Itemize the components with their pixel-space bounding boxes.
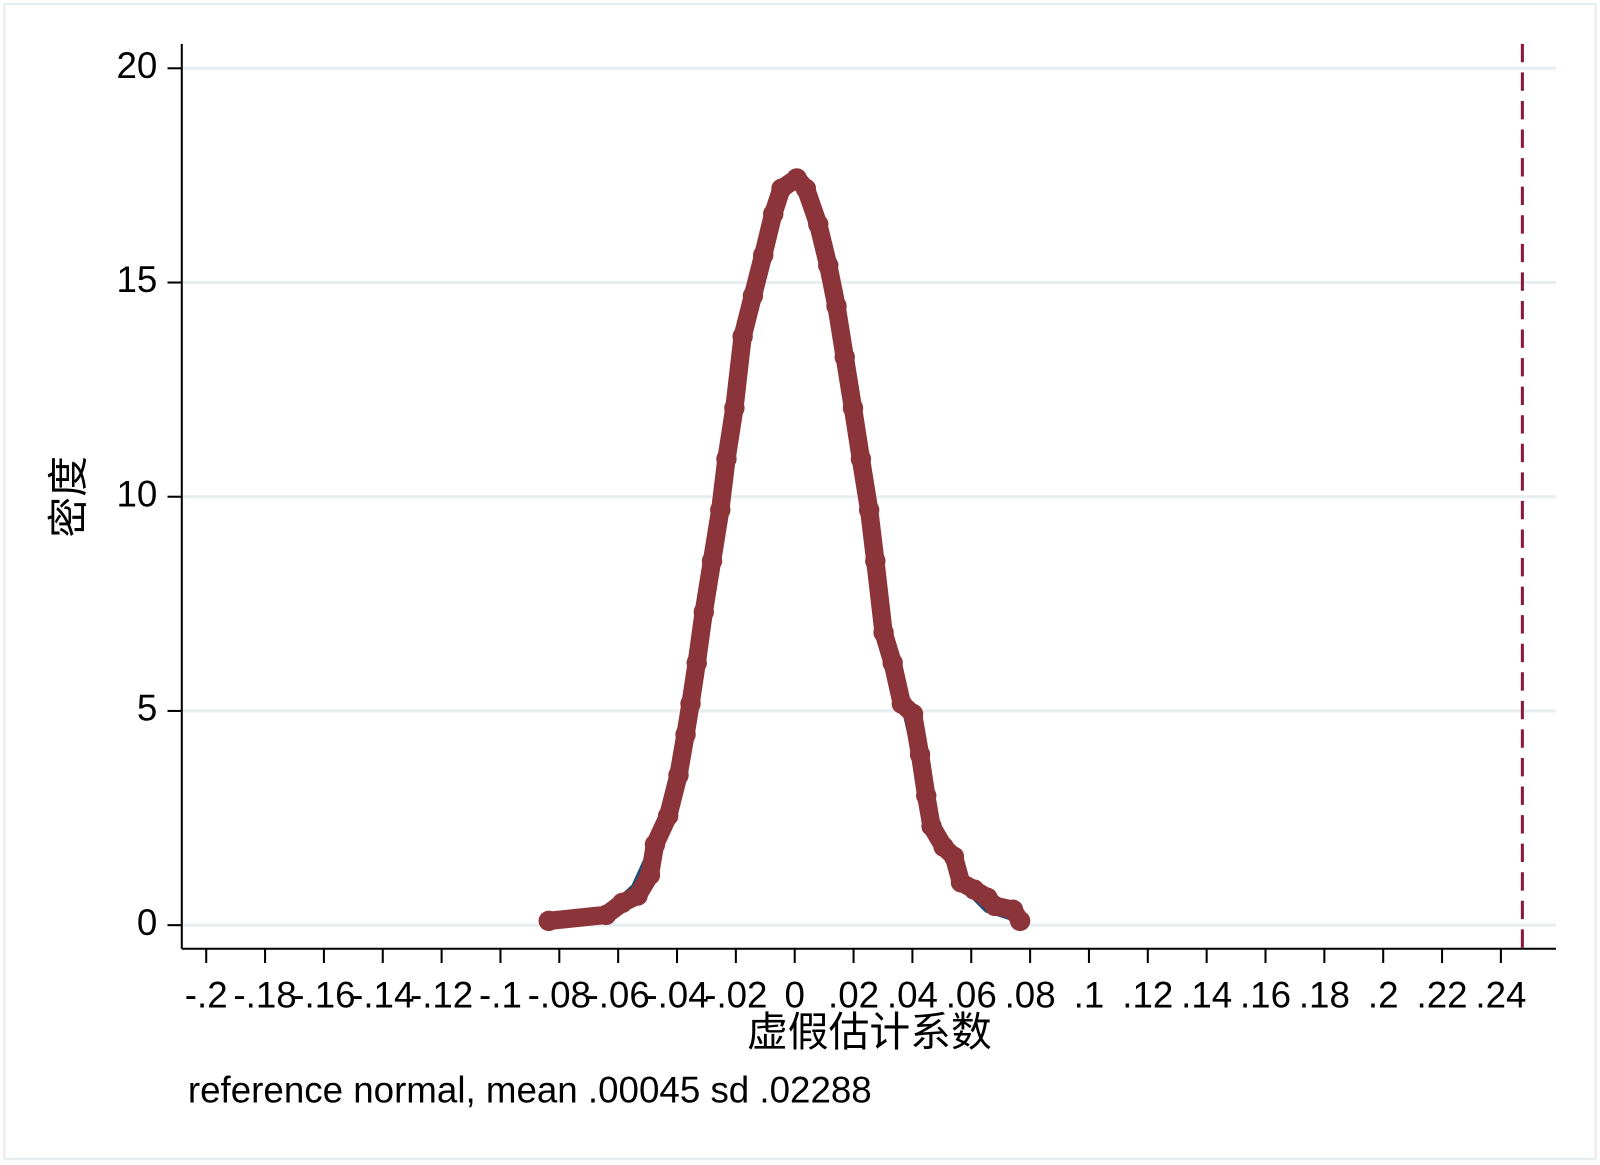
density-marker <box>921 815 942 837</box>
y-axis-title: 密度 <box>45 456 91 538</box>
density-marker <box>675 724 696 745</box>
x-tick-label: .1 <box>1074 974 1105 1015</box>
x-tick-label: -.16 <box>292 974 355 1015</box>
x-tick-label: -.02 <box>704 974 767 1015</box>
x-tick-label: -.04 <box>645 974 708 1015</box>
density-marker <box>865 550 886 572</box>
x-tick-label: -.1 <box>479 974 522 1015</box>
x-tick-label: -.2 <box>185 974 228 1015</box>
density-marker <box>742 285 764 306</box>
density-marker <box>716 448 737 470</box>
x-tick-label: -.08 <box>528 974 591 1015</box>
x-tick-label: .16 <box>1240 974 1291 1015</box>
x-tick-label: .08 <box>1005 974 1056 1015</box>
x-tick-label: .14 <box>1181 974 1232 1015</box>
density-line <box>539 169 1030 931</box>
density-marker <box>644 834 666 855</box>
y-tick-label: 20 <box>116 45 157 86</box>
x-tick-label: -.18 <box>233 974 296 1015</box>
x-tick-label: .18 <box>1299 974 1350 1015</box>
x-tick-label: .22 <box>1417 974 1468 1015</box>
density-marker <box>858 499 880 521</box>
density-marker <box>909 744 931 765</box>
density-marker <box>701 550 723 572</box>
density-marker <box>842 397 864 419</box>
density-marker <box>882 652 903 674</box>
density-marker <box>916 785 937 806</box>
density-marker <box>627 885 648 906</box>
density-marker <box>1009 910 1031 932</box>
y-tick-label: 5 <box>137 688 157 729</box>
density-marker <box>710 499 731 521</box>
density-marker <box>873 622 894 643</box>
density-marker <box>686 652 707 674</box>
density-marker <box>826 295 847 317</box>
density-marker <box>771 178 792 199</box>
density-marker <box>753 244 774 266</box>
density-marker <box>902 703 924 725</box>
x-tick-label: .12 <box>1122 974 1173 1015</box>
x-tick-label: 0 <box>784 974 804 1015</box>
x-tick-label: .06 <box>946 974 997 1015</box>
density-marker <box>732 326 753 347</box>
density-marker <box>595 904 617 926</box>
x-tick-label: -.12 <box>410 974 473 1015</box>
x-tick-label: .24 <box>1475 974 1526 1015</box>
density-marker <box>724 397 745 419</box>
x-tick-label: -.06 <box>587 974 650 1015</box>
y-tick-label: 0 <box>137 902 157 943</box>
y-tick-label: 10 <box>116 473 157 514</box>
density-marker <box>943 846 965 867</box>
y-tick-label: 15 <box>116 259 157 300</box>
x-tick-label: .04 <box>887 974 938 1015</box>
density-marker <box>850 448 872 470</box>
density-marker <box>818 255 839 276</box>
density-marker <box>680 693 701 714</box>
density-marker <box>693 601 714 623</box>
density-marker <box>612 892 633 914</box>
x-tick-label: .02 <box>828 974 879 1015</box>
x-tick-label: .2 <box>1368 974 1399 1015</box>
density-marker <box>984 895 1005 917</box>
density-marker <box>639 864 661 886</box>
x-tick-label: -.14 <box>351 974 414 1015</box>
density-marker <box>795 178 817 199</box>
note: reference normal, mean .00045 sd .02288 <box>188 1069 872 1110</box>
density-marker <box>763 203 784 225</box>
density-marker <box>808 214 829 235</box>
density-marker <box>538 910 559 932</box>
density-marker <box>834 346 855 368</box>
x-axis-title: 虚假估计系数 <box>747 1009 992 1055</box>
density-marker <box>657 805 679 827</box>
density-marker <box>668 765 689 786</box>
